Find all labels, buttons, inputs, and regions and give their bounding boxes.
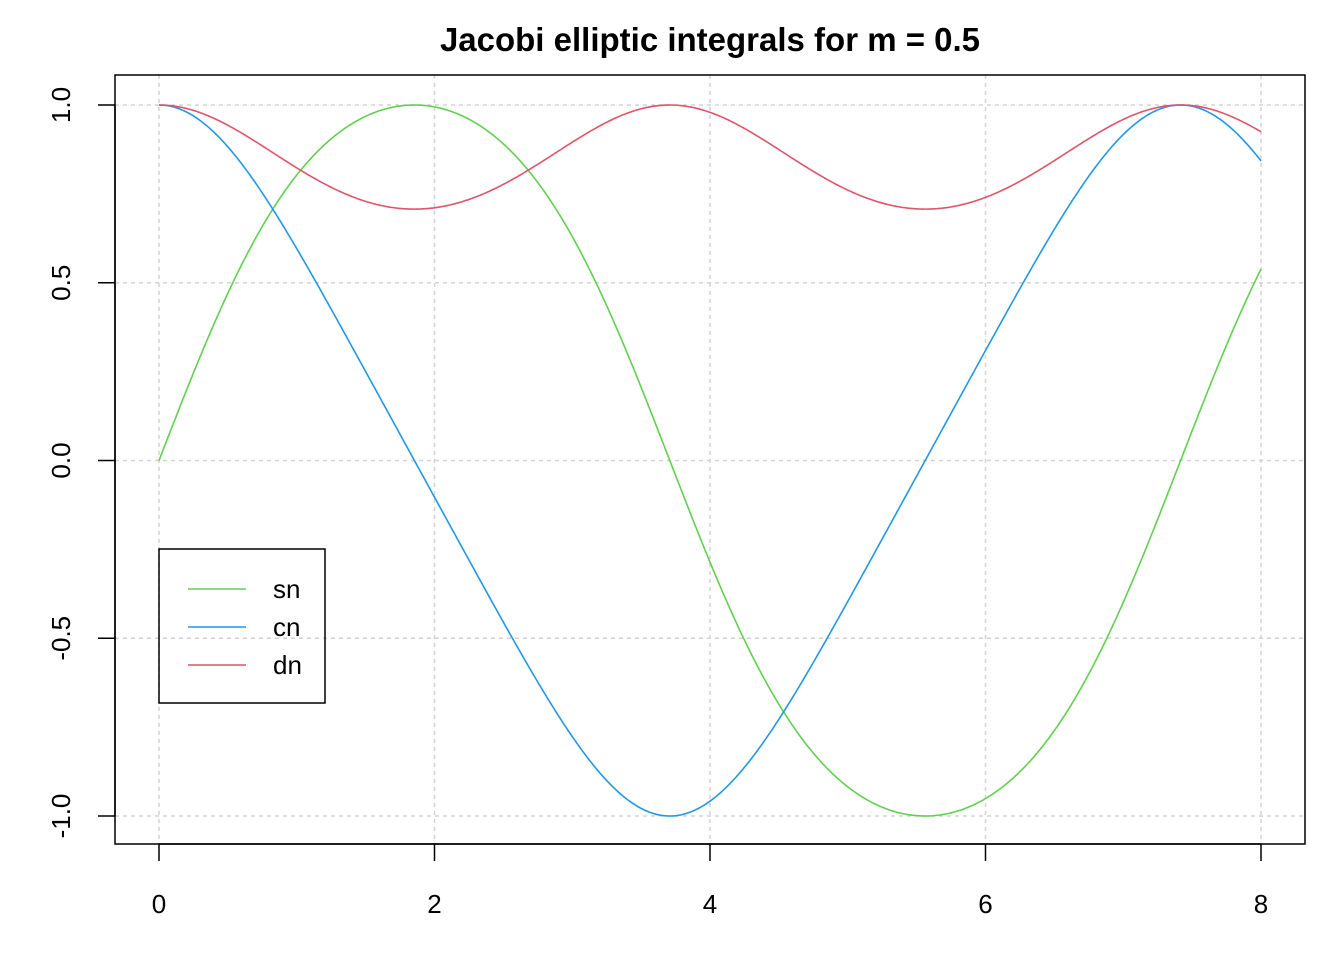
y-tick-label: 1.0 bbox=[46, 87, 76, 123]
y-tick-label: -1.0 bbox=[46, 794, 76, 839]
series-line-cn bbox=[158, 104, 1262, 817]
series-line-dn bbox=[158, 104, 1262, 210]
x-tick-label: 4 bbox=[703, 889, 717, 919]
legend: sn cn dn bbox=[158, 548, 326, 704]
y-axis: -1.0 -0.5 0.0 0.5 1.0 bbox=[46, 87, 116, 839]
series-layer bbox=[158, 104, 1262, 817]
y-tick-label: 0.5 bbox=[46, 265, 76, 301]
x-tick-label: 6 bbox=[978, 889, 992, 919]
x-tick-label: 8 bbox=[1254, 889, 1268, 919]
y-tick-label: -0.5 bbox=[46, 616, 76, 661]
legend-label-cn: cn bbox=[273, 612, 300, 642]
x-tick-label: 2 bbox=[427, 889, 441, 919]
legend-box bbox=[158, 548, 326, 704]
y-tick-label: 0.0 bbox=[46, 442, 76, 478]
series-line-sn bbox=[158, 104, 1262, 817]
grid bbox=[115, 75, 1305, 844]
legend-label-dn: dn bbox=[273, 650, 302, 680]
x-axis: 0 2 4 6 8 bbox=[152, 843, 1268, 919]
x-tick-label: 0 bbox=[152, 889, 166, 919]
legend-label-sn: sn bbox=[273, 574, 300, 604]
chart-title: Jacobi elliptic integrals for m = 0.5 bbox=[440, 21, 980, 58]
